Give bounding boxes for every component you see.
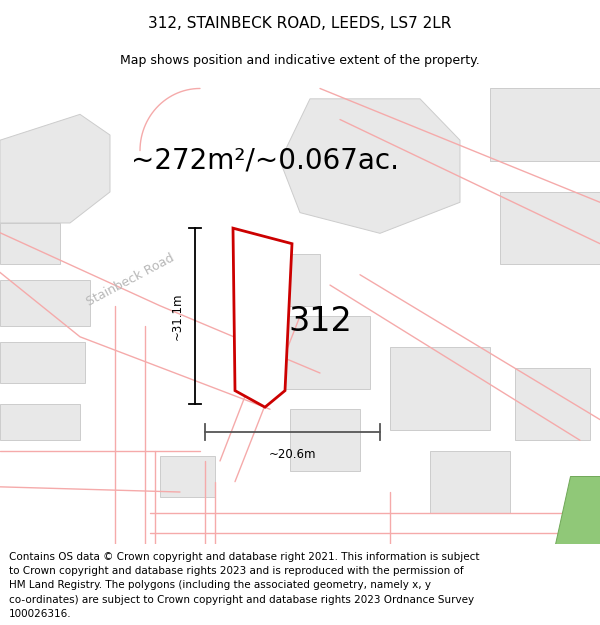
Polygon shape [515, 368, 590, 440]
Polygon shape [430, 451, 510, 512]
Text: HM Land Registry. The polygons (including the associated geometry, namely x, y: HM Land Registry. The polygons (includin… [9, 580, 431, 590]
Polygon shape [280, 316, 370, 389]
Polygon shape [0, 223, 60, 264]
Polygon shape [280, 99, 460, 233]
Polygon shape [0, 280, 90, 326]
Polygon shape [0, 404, 80, 440]
Polygon shape [160, 456, 215, 498]
Text: Stainbeck Road: Stainbeck Road [84, 251, 176, 309]
Text: co-ordinates) are subject to Crown copyright and database rights 2023 Ordnance S: co-ordinates) are subject to Crown copyr… [9, 594, 474, 604]
Text: 312: 312 [288, 305, 352, 338]
Polygon shape [500, 192, 600, 264]
Polygon shape [233, 228, 292, 407]
Polygon shape [290, 409, 360, 471]
Polygon shape [0, 114, 110, 223]
Text: Contains OS data © Crown copyright and database right 2021. This information is : Contains OS data © Crown copyright and d… [9, 552, 479, 562]
Text: to Crown copyright and database rights 2023 and is reproduced with the permissio: to Crown copyright and database rights 2… [9, 566, 464, 576]
Text: 100026316.: 100026316. [9, 609, 71, 619]
Polygon shape [0, 342, 85, 383]
Text: ~272m²/~0.067ac.: ~272m²/~0.067ac. [131, 147, 399, 175]
Polygon shape [390, 347, 490, 430]
Text: 312, STAINBECK ROAD, LEEDS, LS7 2LR: 312, STAINBECK ROAD, LEEDS, LS7 2LR [148, 16, 452, 31]
Polygon shape [490, 89, 600, 161]
Polygon shape [555, 476, 600, 544]
Polygon shape [268, 254, 320, 306]
Text: ~20.6m: ~20.6m [269, 448, 316, 461]
Text: Map shows position and indicative extent of the property.: Map shows position and indicative extent… [120, 54, 480, 68]
Text: ~31.1m: ~31.1m [170, 292, 184, 340]
